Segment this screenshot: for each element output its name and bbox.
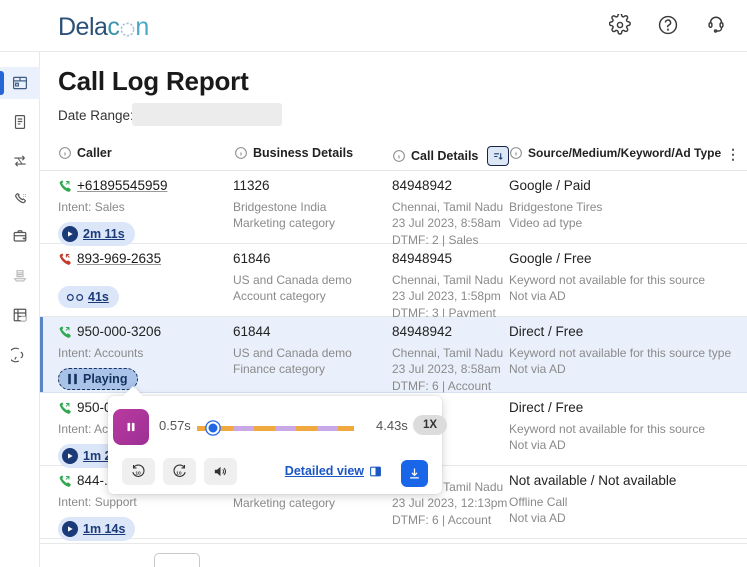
svg-text:10: 10 xyxy=(135,471,141,477)
svg-text:10: 10 xyxy=(176,471,182,477)
